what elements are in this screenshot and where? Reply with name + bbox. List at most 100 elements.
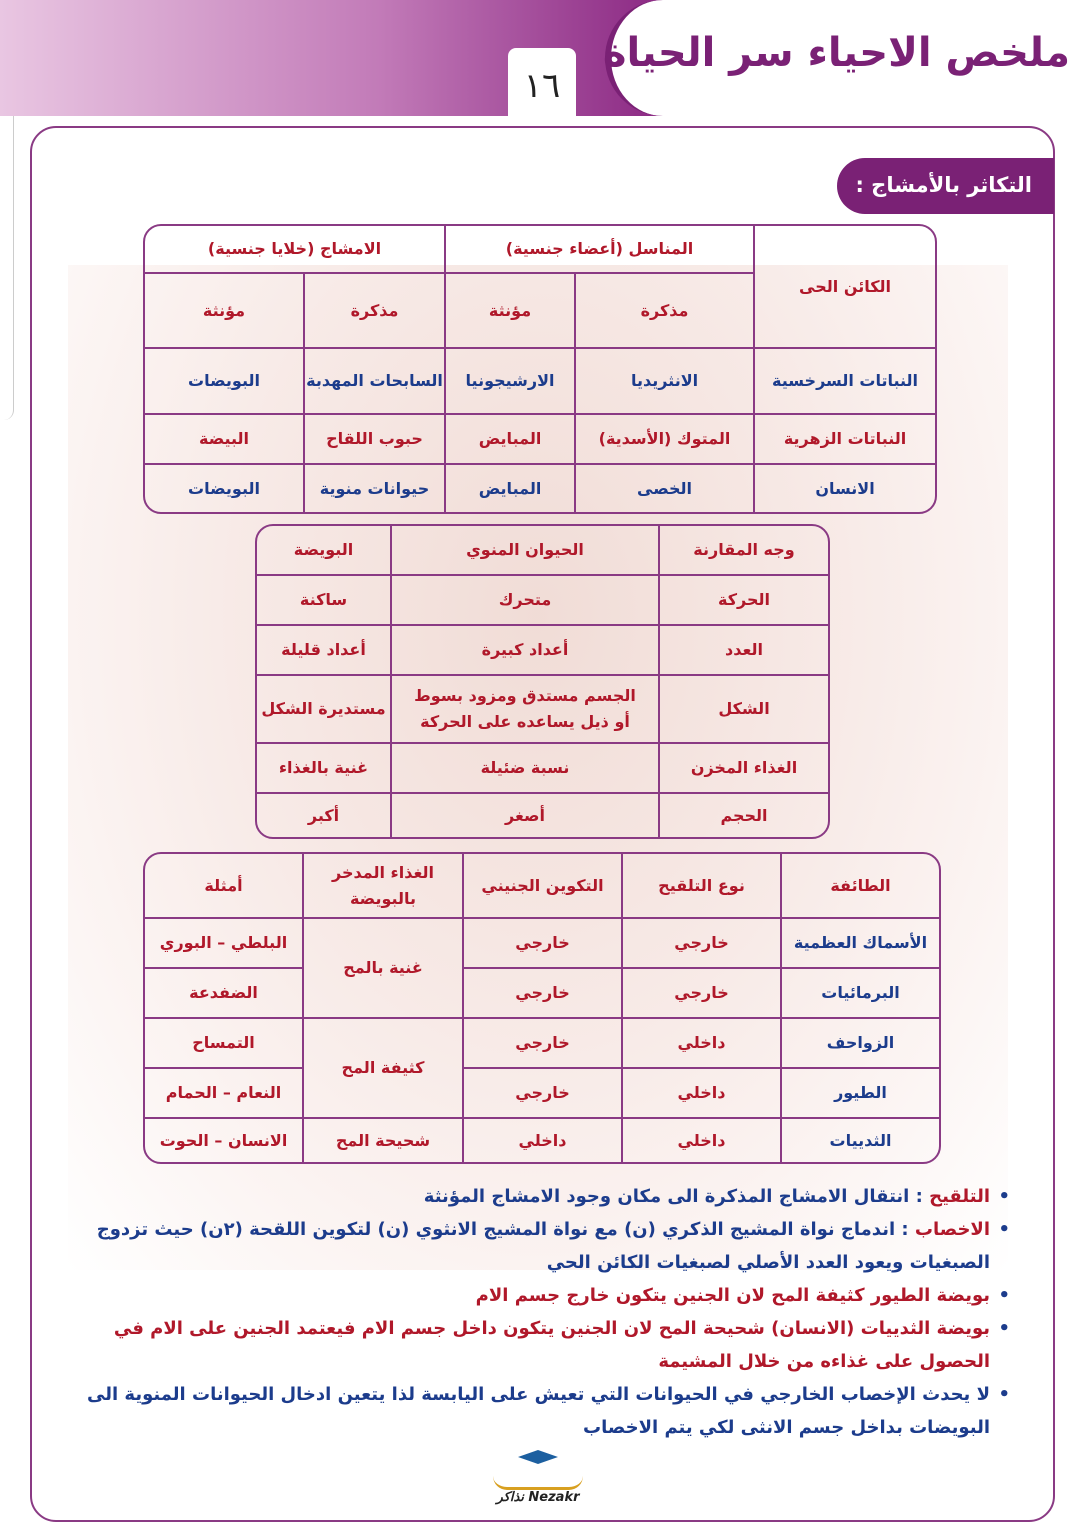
note-term: الاخصاب (914, 1219, 990, 1240)
cell: حيوانات منوية (303, 463, 445, 512)
table-row: البرمائيات خارجي خارجي الضفدعة (145, 967, 939, 1017)
cell: الارشيجونيا (444, 347, 575, 413)
cell: خارجي (462, 1067, 621, 1117)
table-row: الأسماك العظمية خارجي خارجي غنية بالمح البلط… (145, 917, 939, 1017)
bullet-icon: • (998, 1186, 1010, 1207)
cell: أصغر (390, 792, 658, 837)
header-cell: الطائفة (780, 854, 939, 917)
bullet-icon: • (998, 1285, 1010, 1306)
cell: العدد (658, 624, 828, 674)
table-row: النباتات الزهرية المتوك (الأسدية) المبايض ح… (145, 413, 936, 463)
vertebrate-classes-table: الطائفة نوع التلقيح التكوين الجنيني الغذ… (143, 852, 941, 1164)
cell: الانثريديا (574, 347, 754, 413)
note-item: • التلقيح : انتقال الامشاج المذكرة الى مك… (56, 1180, 1010, 1213)
cell: البلطي – البوري (145, 917, 302, 967)
title-panel: ملخص الاحياء سر الحياة (602, 0, 1080, 116)
organism-header: الكائن الحى (753, 226, 935, 347)
subheader: مذكرة (303, 272, 445, 347)
header-cell: نوع التلقيح (621, 854, 780, 917)
cell: الانسان – الحوت (145, 1117, 302, 1162)
header-cell: أمثلة (204, 875, 243, 895)
bullet-icon: • (998, 1384, 1010, 1405)
table-row: الغذاء المخزن نسبة ضئيلة غنية بالغذاء (257, 742, 828, 792)
cell: داخلي (621, 1117, 780, 1162)
gametes-header: الامشاج (خلايا جنسية) (207, 239, 382, 259)
cell: السابحات المهدبة (303, 347, 445, 413)
cell: الزواحف (780, 1017, 939, 1067)
note-item: • لا يحدث الإخصاب الخارجي في الحيوانات ال… (56, 1378, 1010, 1444)
cell: الطيور (780, 1067, 939, 1117)
cell: الضفدعة (145, 967, 302, 1017)
cell: الخصى (574, 463, 754, 512)
cell: البيضة (145, 413, 304, 463)
cell: ساكنة (257, 574, 390, 624)
subheader: مذكرة (574, 272, 754, 347)
cell: النعام – الحمام (145, 1067, 302, 1117)
subheader: مؤنثة (444, 272, 575, 347)
gonads-header: المناسل (أعضاء جنسية) (444, 226, 753, 272)
note-item: • بويضة الطيور كثيفة المح لان الجنين يتكو… (56, 1279, 1010, 1312)
background-photo (68, 265, 1008, 1270)
cell: المبايض (444, 463, 575, 512)
note-text: لا يحدث الإخصاب الخارجي في الحيوانات الت… (87, 1384, 990, 1438)
gonads-gametes-table: الكائن الحى المناسل (أعضاء جنسية) الامشا… (143, 224, 938, 514)
cell: داخلي (462, 1117, 621, 1162)
cell: أعداد كبيرة (390, 624, 658, 674)
header-cell: التكوين الجنيني (462, 854, 621, 917)
cell: الأسماك العظمية (780, 917, 939, 967)
open-book-icon (493, 1476, 583, 1490)
section-title: التكاثر بالأمشاج : (837, 158, 1054, 214)
cell: التمساح (145, 1017, 302, 1067)
content-frame (30, 126, 1055, 1522)
header-cell: البويضة (293, 540, 354, 560)
cell: البويضات (145, 347, 304, 413)
notes-list: • التلقيح : انتقال الامشاج المذكرة الى مك… (56, 1180, 1010, 1444)
nezakr-logo: Nezakr نذاكر (488, 1450, 588, 1520)
note-term: التلقيح (929, 1186, 990, 1207)
cell: داخلي (621, 1067, 780, 1117)
cell: خارجي (621, 967, 780, 1017)
table-row: الانسان الخصى المبايض حيوانات منوية البويضات (145, 463, 936, 512)
page-title: ملخص الاحياء سر الحياة (602, 30, 1070, 76)
subheader: مؤنثة (145, 272, 304, 347)
cell: البرمائيات (780, 967, 939, 1017)
cell: كثيفة المح (302, 1017, 462, 1117)
header-cell: وجه المقارنة (658, 526, 828, 574)
bullet-icon: • (998, 1219, 1010, 1240)
cell: المتوك (الأسدية) (574, 413, 754, 463)
table-row: الطيور داخلي خارجي النعام – الحمام (145, 1067, 939, 1117)
cell: الحجم (658, 792, 828, 837)
note-text: بويضة الثدييات (الانسان) شحيحة المح لان … (113, 1318, 990, 1372)
bullet-icon: • (998, 1318, 1010, 1339)
table-row: العدد أعداد كبيرة أعداد قليلة (257, 624, 828, 674)
cell: خارجي (462, 967, 621, 1017)
table-row: الحجم أصغر أكبر (257, 792, 828, 837)
cell: الجسم مستدق ومزود بسوط أو ذيل يساعده على… (390, 674, 658, 742)
cell: المبايض (444, 413, 575, 463)
cell: الشكل (658, 674, 828, 742)
table-row: الشكل الجسم مستدق ومزود بسوط أو ذيل يساعد… (257, 674, 828, 742)
table-row: الزواحف داخلي خارجي كثيفة المح التمساح (145, 1017, 939, 1117)
cell: النباتات السرخسية (753, 347, 936, 413)
table-row: الثدييات داخلي داخلي شحيحة المح الانسان – ال… (145, 1117, 939, 1162)
header-cell: الغذاء المدخر بالبويضة (302, 854, 462, 917)
cell: مستديرة الشكل (257, 674, 390, 742)
cell: الحركة (658, 574, 828, 624)
cell: النباتات الزهرية (753, 413, 936, 463)
cell: خارجي (462, 917, 621, 967)
cell: أكبر (257, 792, 390, 837)
cell: خارجي (621, 917, 780, 967)
note-text: : انتقال الامشاج المذكرة الى مكان وجود ا… (423, 1186, 930, 1207)
note-item: • الاخصاب : اندماج نواة المشيج الذكري (ن)… (56, 1213, 1010, 1279)
header-banner: ملخص الاحياء سر الحياة ١٦ (0, 0, 1080, 116)
cell: البويضات (145, 463, 304, 512)
cell: متحرك (390, 574, 658, 624)
note-item: • بويضة الثدييات (الانسان) شحيحة المح لان… (56, 1312, 1010, 1378)
cell: غنية بالغذاء (257, 742, 390, 792)
cell: شحيحة المح (302, 1117, 462, 1162)
cell: الغذاء المخزن (658, 742, 828, 792)
note-text: : اندماج نواة المشيج الذكري (ن) مع نواة … (96, 1219, 990, 1273)
table-row: النباتات السرخسية الانثريديا الارشيجونيا ال… (145, 347, 936, 413)
graduation-cap-icon (518, 1450, 558, 1464)
page-number: ١٦ (508, 48, 576, 116)
